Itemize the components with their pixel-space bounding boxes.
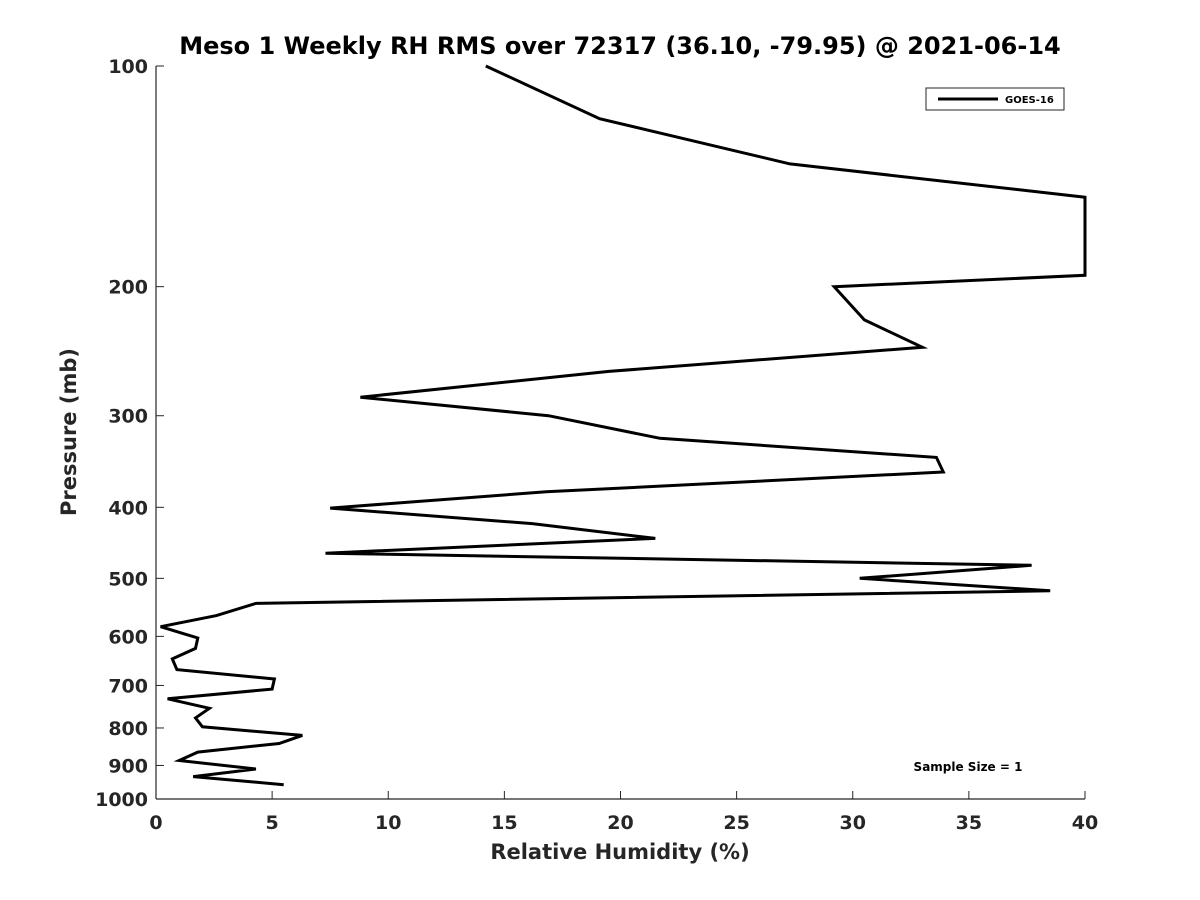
x-tick-label: 0 xyxy=(149,812,162,834)
y-tick-label: 400 xyxy=(108,497,148,519)
x-tick-label: 40 xyxy=(1072,812,1098,834)
y-tick-label: 300 xyxy=(108,406,148,428)
y-tick-label: 700 xyxy=(108,675,148,697)
sample-size-annotation: Sample Size = 1 xyxy=(914,760,1023,774)
x-axis-label: Relative Humidity (%) xyxy=(490,840,749,864)
legend-label-goes-16: GOES-16 xyxy=(1005,95,1054,106)
series-line-goes-16 xyxy=(160,64,1087,787)
y-tick-label: 800 xyxy=(108,718,148,740)
x-tick-label: 35 xyxy=(956,812,982,834)
x-tick-label: 20 xyxy=(607,812,633,834)
y-tick-label: 200 xyxy=(108,277,148,299)
y-tick-label: 1000 xyxy=(95,789,148,811)
x-tick-label: 25 xyxy=(723,812,749,834)
series-layer xyxy=(160,64,1087,787)
x-tick-label: 15 xyxy=(491,812,517,834)
x-tick-label: 10 xyxy=(375,812,401,834)
y-axis-ticks: 100 200 300 400 500 600 700 800 900 1000 xyxy=(95,56,164,811)
legend: GOES-16 xyxy=(925,87,1065,111)
y-tick-label: 600 xyxy=(108,626,148,648)
y-tick-label: 900 xyxy=(108,755,148,777)
y-tick-label: 500 xyxy=(108,568,148,590)
x-tick-label: 5 xyxy=(266,812,279,834)
x-tick-label: 30 xyxy=(840,812,866,834)
y-axis-label: Pressure (mb) xyxy=(57,348,81,516)
y-tick-label: 100 xyxy=(108,56,148,78)
x-axis-ticks: 0 5 10 15 20 25 30 35 40 xyxy=(149,791,1098,834)
chart-title: Meso 1 Weekly RH RMS over 72317 (36.10, … xyxy=(179,32,1061,60)
